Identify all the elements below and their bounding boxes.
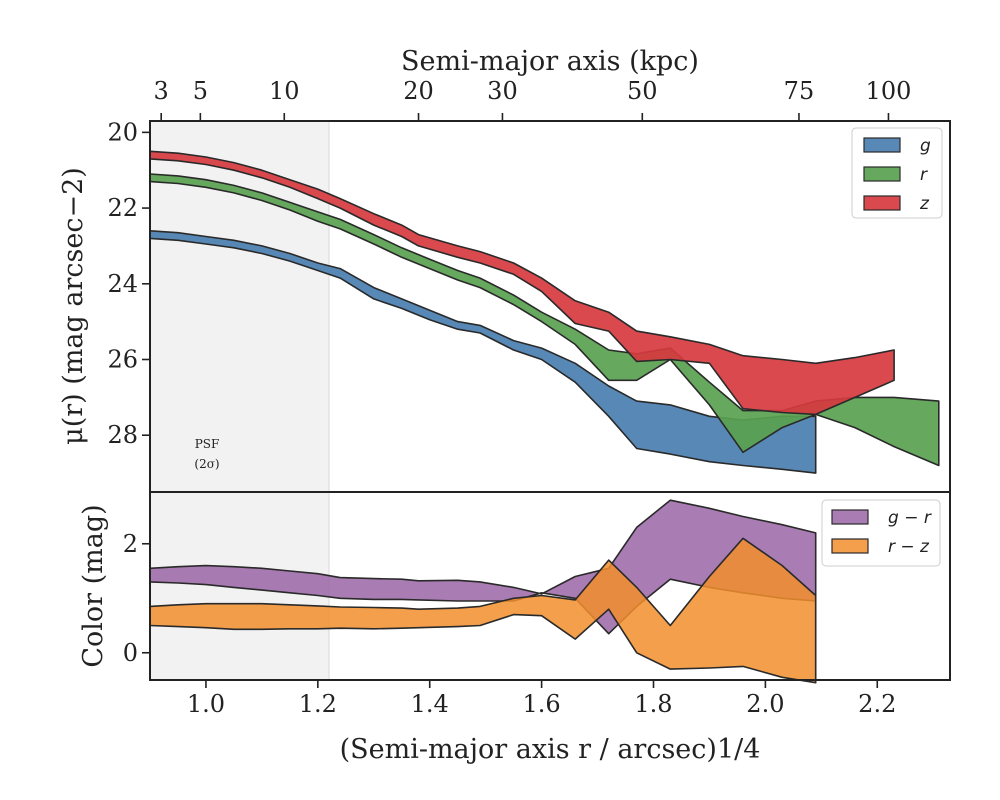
series-r-minus-z-band [149, 537, 817, 684]
bottom-x-tick-label: 1.8 [634, 690, 672, 718]
top-y-axis-title: μ(r) (mag arcsec−2) [58, 167, 89, 445]
legend-label-g-minus-r: g − r [888, 508, 932, 528]
top-x-tick-label: 5 [193, 77, 208, 105]
top-y-ticks: 20 22 24 26 28 [107, 118, 150, 449]
bottom-y-tick-label: 0 [123, 639, 138, 667]
top-x-tick-label: 3 [154, 77, 169, 105]
top-x-tick-label: 10 [269, 77, 300, 105]
top-axis-title: Semi-major axis (kpc) [401, 46, 699, 77]
bottom-x-tick-label: 1.2 [299, 690, 337, 718]
bottom-x-tick-label: 2.0 [746, 690, 784, 718]
bottom-y-axis-title: Color (mag) [78, 504, 109, 667]
top-y-tick-label: 20 [107, 118, 138, 146]
top-x-tick-label: 75 [784, 77, 815, 105]
top-y-tick-label: 28 [107, 421, 138, 449]
legend-label-z: z [919, 194, 930, 214]
legend-label-r: r [920, 165, 928, 185]
series-r-band [149, 173, 940, 467]
legend-bottom: g − r r − z [821, 499, 941, 567]
top-axis-ticks: 3 5 10 20 30 50 75 100 [154, 77, 912, 121]
top-x-tick-label: 100 [866, 77, 912, 105]
legend-label-r-minus-z: r − z [888, 537, 930, 557]
legend-swatch-r-minus-z [831, 538, 869, 554]
top-x-tick-label: 20 [403, 77, 434, 105]
psf-label: PSF [195, 437, 220, 451]
bottom-x-tick-label: 2.2 [858, 690, 896, 718]
color-bands [149, 499, 817, 684]
series-g-band [149, 230, 817, 474]
top-y-tick-label: 24 [107, 270, 138, 298]
bottom-panel-frame [149, 491, 951, 681]
bottom-y-tick-label: 2 [123, 530, 138, 558]
series-z-band [149, 150, 895, 416]
bottom-x-axis-title: (Semi-major axis r / arcsec)1/4 [340, 734, 761, 765]
legend-top: grz [851, 127, 943, 219]
legend-swatch-r [863, 166, 901, 182]
legend-label-g: g [920, 136, 931, 156]
top-x-tick-label: 30 [487, 77, 518, 105]
top-y-tick-label: 22 [107, 194, 138, 222]
bottom-y-ticks: 02 [123, 530, 150, 667]
legend-swatch-z [863, 195, 901, 211]
top-y-tick-label: 26 [107, 346, 138, 374]
bottom-x-tick-label: 1.0 [187, 690, 225, 718]
bottom-x-tick-label: 1.6 [523, 690, 561, 718]
bottom-x-tick-label: 1.4 [411, 690, 449, 718]
legend-swatch-g [863, 137, 901, 153]
bottom-x-ticks: 1.0 1.2 1.4 1.6 1.8 2.0 2.2 [187, 680, 896, 718]
top-x-tick-label: 50 [627, 77, 658, 105]
psf-sublabel: (2σ) [194, 457, 219, 471]
surface-brightness-bands [149, 150, 940, 474]
legend-swatch-g-minus-r [831, 509, 869, 525]
